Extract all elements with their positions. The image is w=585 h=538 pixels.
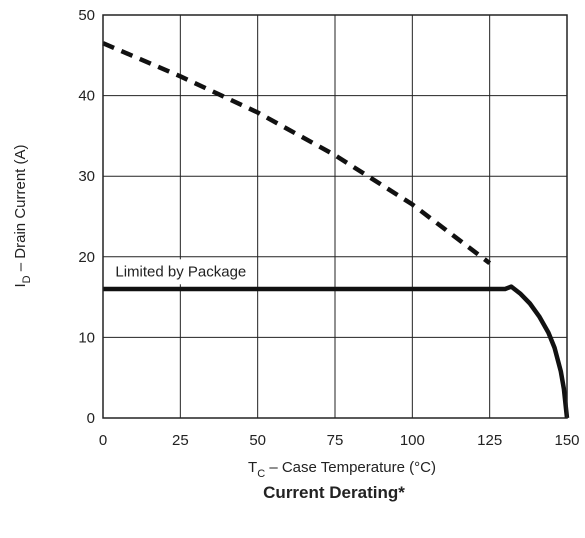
x-tick-label: 0 bbox=[99, 432, 107, 449]
series-line-dashed bbox=[102, 41, 492, 265]
y-tick-label: 30 bbox=[78, 168, 95, 185]
x-tick-label: 125 bbox=[477, 432, 502, 449]
x-tick-label: 50 bbox=[249, 432, 266, 449]
chart-title: Current Derating* bbox=[263, 483, 405, 502]
y-axis-title: ID – Drain Current (A) bbox=[12, 145, 33, 288]
x-tick-label: 25 bbox=[172, 432, 189, 449]
series-lines bbox=[102, 41, 570, 419]
series-line-solid bbox=[103, 284, 570, 419]
annotation-background bbox=[105, 259, 257, 285]
y-tick-label: 0 bbox=[87, 410, 95, 427]
x-tick-label: 75 bbox=[327, 432, 344, 449]
x-tick-label: 150 bbox=[554, 432, 579, 449]
grid bbox=[102, 14, 568, 419]
y-tick-label: 40 bbox=[78, 88, 95, 105]
annotations: Limited by Package bbox=[105, 259, 257, 285]
x-tick-label: 100 bbox=[400, 432, 425, 449]
x-axis-title: TC – Case Temperature (°C) bbox=[248, 459, 436, 480]
annotation-label: Limited by Package bbox=[115, 263, 246, 280]
tick-labels: 0 25 50 75 100 125 150 0 10 20 30 40 50 bbox=[78, 7, 579, 449]
plot-frame bbox=[102, 14, 568, 419]
y-tick-label: 50 bbox=[78, 7, 95, 24]
y-tick-label: 10 bbox=[78, 329, 95, 346]
y-tick-label: 20 bbox=[78, 249, 95, 266]
